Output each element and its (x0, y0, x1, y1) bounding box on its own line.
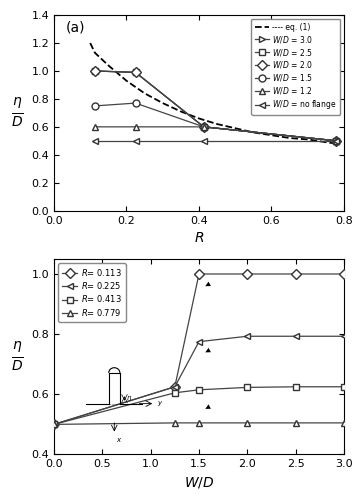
Text: (b): (b) (66, 265, 85, 279)
X-axis label: $W/D$: $W/D$ (184, 475, 214, 490)
Y-axis label: $\eta$
$\overline{D}$: $\eta$ $\overline{D}$ (11, 95, 24, 131)
X-axis label: $R$: $R$ (194, 231, 204, 245)
Y-axis label: $\eta$
$\overline{D}$: $\eta$ $\overline{D}$ (11, 339, 24, 375)
Legend: ---- eq. (1), $W/D$ = 3.0, $W/D$ = 2.5, $W/D$ = 2.0, $W/D$ = 1.5, $W/D$ = 1.2, $: ---- eq. (1), $W/D$ = 3.0, $W/D$ = 2.5, … (251, 19, 340, 115)
Text: (a): (a) (66, 21, 85, 35)
Text: }: } (324, 36, 340, 60)
Legend: $R$= 0.113, $R$= 0.225, $R$= 0.413, $R$= 0.779: $R$= 0.113, $R$= 0.225, $R$= 0.413, $R$=… (58, 263, 126, 322)
